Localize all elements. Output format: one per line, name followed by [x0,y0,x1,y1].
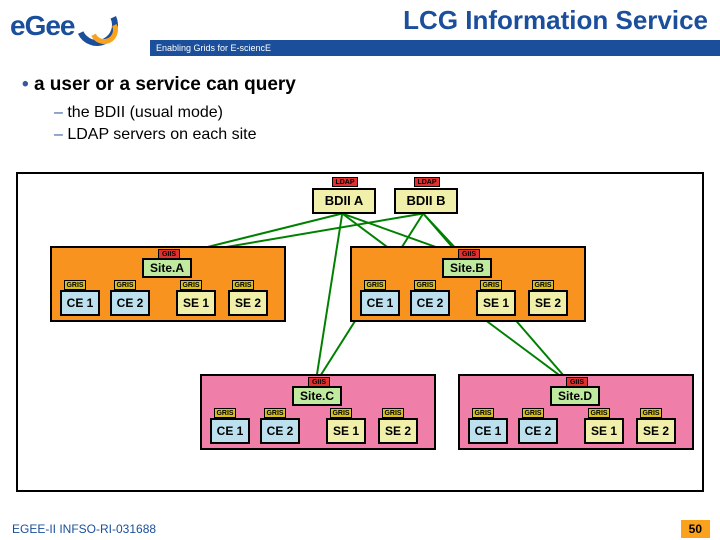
node-se2: SE 2 [528,290,568,316]
gris-pill: GRIS [114,280,136,290]
bullet-content: a user or a service can query the BDII (… [0,60,720,145]
slide-footer: EGEE-II INFSO-RI-031688 50 [0,518,720,540]
site-label: Site.B [442,258,492,278]
bullet-level1: a user or a service can query [22,74,698,96]
gris-pill: GRIS [264,408,286,418]
footer-reference: EGEE-II INFSO-RI-031688 [12,522,156,536]
gris-pill: GRIS [480,280,502,290]
architecture-diagram: LDAPBDII ALDAPBDII BGIISSite.AGRISCE 1GR… [16,172,704,492]
logo-text: eGee [10,10,75,42]
gris-pill: GRIS [522,408,544,418]
gris-pill: GRIS [364,280,386,290]
node-se1: SE 1 [176,290,216,316]
node-ce1: CE 1 [360,290,400,316]
node-se1: SE 1 [584,418,624,444]
node-se1: SE 1 [326,418,366,444]
ldap-pill: LDAP [332,177,358,187]
slide-header: eGee LCG Information Service Enabling Gr… [0,0,720,60]
node-ce1: CE 1 [210,418,250,444]
node-se1: SE 1 [476,290,516,316]
edge [316,214,343,384]
gris-pill: GRIS [214,408,236,418]
title-bar: LCG Information Service [150,0,720,40]
node-ce2: CE 2 [110,290,150,316]
site-label: Site.A [142,258,192,278]
gris-pill: GRIS [472,408,494,418]
node-ce2: CE 2 [518,418,558,444]
bullet-level2: the BDII (usual mode) [54,102,698,124]
bdii-box: BDII A [312,188,376,214]
gris-pill: GRIS [64,280,86,290]
node-ce1: CE 1 [60,290,100,316]
gris-pill: GRIS [232,280,254,290]
bullet-level2: LDAP servers on each site [54,124,698,146]
gris-pill: GRIS [588,408,610,418]
node-se2: SE 2 [636,418,676,444]
site-label: Site.D [550,386,600,406]
node-se2: SE 2 [378,418,418,444]
node-ce1: CE 1 [468,418,508,444]
gris-pill: GRIS [382,408,404,418]
node-ce2: CE 2 [260,418,300,444]
gris-pill: GRIS [532,280,554,290]
tagline-strip: Enabling Grids for E-sciencE [150,40,720,56]
ldap-pill: LDAP [414,177,440,187]
slide-title: LCG Information Service [403,5,708,35]
node-se2: SE 2 [228,290,268,316]
gris-pill: GRIS [640,408,662,418]
bdii-box: BDII B [394,188,458,214]
egee-logo: eGee [6,2,146,54]
gris-pill: GRIS [330,408,352,418]
gris-pill: GRIS [180,280,202,290]
node-ce2: CE 2 [410,290,450,316]
gris-pill: GRIS [414,280,436,290]
slide-number: 50 [681,520,710,538]
site-label: Site.C [292,386,342,406]
